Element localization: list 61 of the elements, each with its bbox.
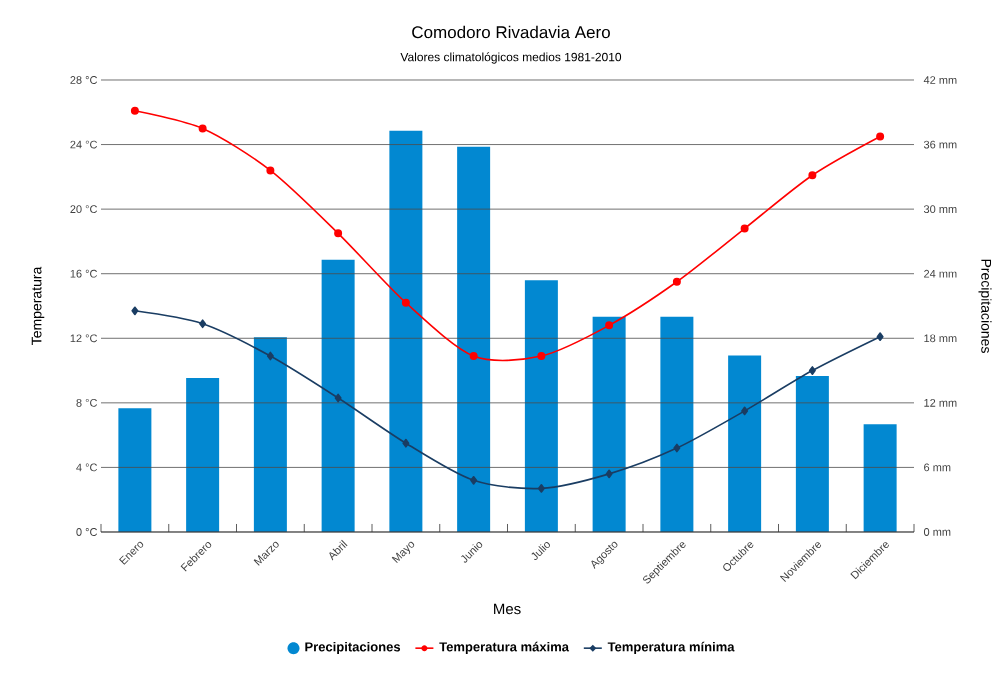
point [402, 438, 410, 448]
chart-subtitle: Valores climatológicos medios 1981-2010 [400, 52, 622, 64]
bar [660, 316, 694, 532]
point [401, 298, 410, 307]
y2-tick-label: 6 mm [924, 463, 951, 472]
y-tick-label: 28 °C [70, 76, 98, 84]
point [198, 124, 207, 133]
point [740, 224, 749, 233]
point [470, 475, 478, 485]
point [876, 332, 884, 342]
point [605, 321, 614, 330]
point [334, 393, 342, 403]
point [672, 277, 681, 286]
point [469, 352, 478, 361]
bar [186, 378, 220, 532]
bar [795, 375, 829, 532]
point [199, 319, 207, 329]
y-tick-label: 12 °C [70, 334, 98, 343]
y2-tick-label: 24 mm [924, 269, 957, 278]
point [131, 306, 139, 316]
y-tick-label: 16 °C [70, 269, 98, 278]
y-tick-label: 0 °C [76, 528, 98, 536]
point [605, 469, 613, 479]
y2-axis-title: Precipitaciones [978, 259, 992, 353]
y2-tick-label: 12 mm [924, 399, 957, 407]
bar [321, 259, 355, 532]
y-tick-label: 8 °C [76, 398, 98, 407]
point [673, 443, 681, 453]
point [537, 484, 545, 493]
y2-tick-label: 42 mm [923, 76, 957, 84]
y2-tick-label: 30 mm [923, 205, 957, 214]
y2-tick-label: 0 mm [923, 528, 951, 536]
y2-tick-label: 36 mm [923, 140, 957, 149]
legend-label: Temperatura máxima [439, 641, 570, 655]
y-axis-title: Temperatura [31, 266, 45, 345]
legend-label: Precipitaciones [305, 641, 401, 655]
bar [253, 337, 287, 532]
bar [389, 130, 423, 532]
y2-tick-label: 18 mm [924, 334, 957, 343]
point [334, 229, 343, 238]
point [876, 132, 885, 141]
y-tick-label: 20 °C [70, 205, 98, 214]
bar [863, 424, 897, 532]
bar [118, 408, 152, 532]
chart-title: Comodoro Rivadavia Aero [412, 25, 610, 39]
bar [728, 355, 762, 532]
x-axis-title: Mes [494, 603, 521, 615]
point [808, 171, 817, 180]
bar [592, 316, 626, 532]
bar [524, 280, 558, 532]
point [266, 166, 275, 175]
point [741, 406, 749, 416]
x-tick-label: Julio [531, 542, 550, 561]
legend-label: Temperatura mínima [607, 641, 735, 655]
point [130, 106, 139, 115]
y-tick-label: 24 °C [70, 140, 98, 149]
bar [457, 146, 491, 532]
point [537, 352, 546, 361]
y-tick-label: 4 °C [76, 463, 98, 472]
point [266, 351, 274, 361]
point [808, 366, 816, 375]
